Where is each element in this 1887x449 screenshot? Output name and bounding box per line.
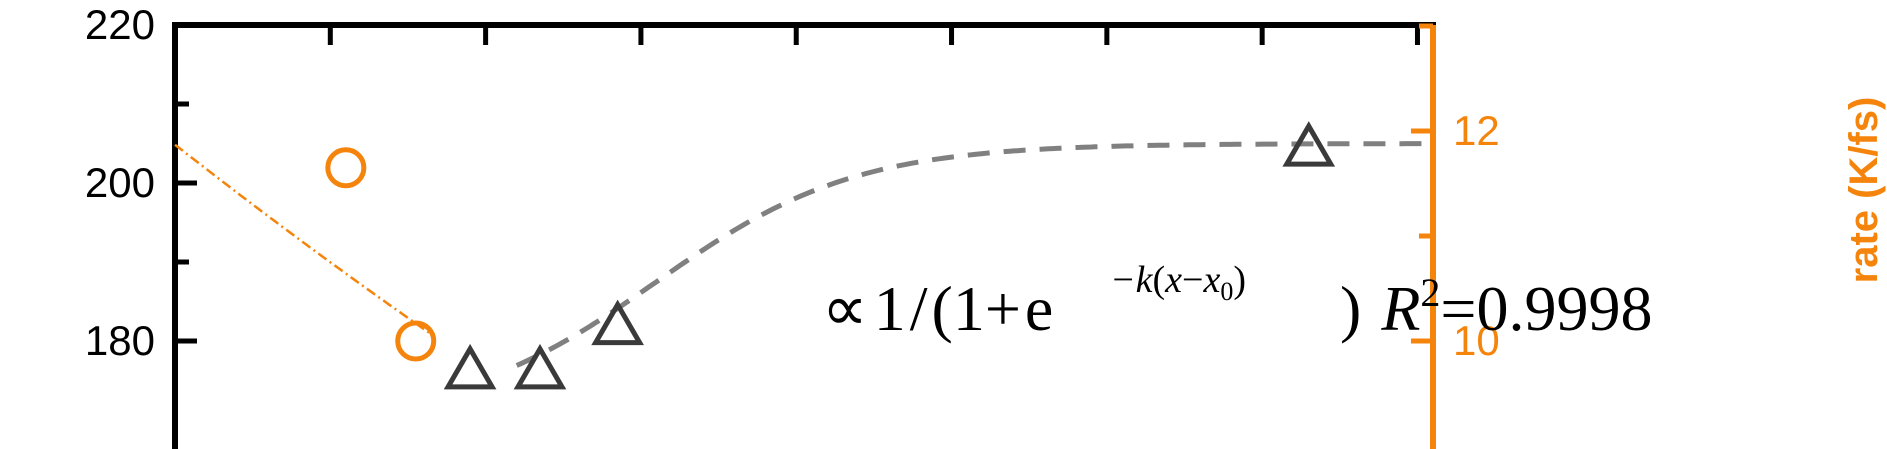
annot-exp-open: ( [1153,259,1166,301]
circle-point-0 [325,147,367,189]
fit-annotation: ∝1/(1+e −k(x−x0) ) R2=0.9998 [822,259,1653,344]
triangle-point-3 [1282,121,1336,167]
annot-r: R [1380,273,1420,344]
annot-proportional: ∝ [822,273,868,344]
annot-exp-minus: − [1182,259,1203,301]
svg-text:∝1/(1+e: ∝1/(1+e [822,273,1053,344]
circle-point-1 [395,320,437,362]
annot-close-paren: ) [1340,273,1361,344]
fit-lines-group [174,141,1430,368]
annot-exp-sub0: 0 [1220,277,1233,306]
ylabel-right-group: rate (K/fs) [1842,97,1886,284]
annot-open-paren: ( [932,273,953,344]
left-tick-label: 180 [85,317,155,364]
triangle-point-2 [591,299,644,346]
svg-text:−k(x−x0): −k(x−x0) [1110,259,1246,306]
annot-exp-x0: x [1202,259,1220,301]
left-tick-label: 220 [85,1,155,48]
annot-one: 1 [874,273,906,344]
orange-fit-line [174,143,433,336]
data-points-group [325,121,1336,390]
triangle-point-0 [443,343,497,390]
annot-e: e [1025,273,1053,344]
svg-text:)R2=0.9998: ) R2=0.9998 [1340,270,1653,344]
right-tick-label: 10 [1453,317,1500,364]
annot-r-sup: 2 [1420,270,1440,315]
logistic-fit-line [515,141,1430,368]
ylabel-right: rate (K/fs) [1842,97,1886,284]
annot-slash: / [910,273,928,344]
annot-exp-k: −k [1110,259,1154,301]
left-tick-label: 200 [85,159,155,206]
annot-r-value: =0.9998 [1440,273,1652,344]
right-tick-label: 12 [1453,107,1500,154]
annot-exp-x: x [1164,259,1182,301]
annot-one-plus: 1+ [953,273,1021,344]
annot-exp-close: ) [1233,259,1246,301]
triangle-point-1 [513,343,567,390]
